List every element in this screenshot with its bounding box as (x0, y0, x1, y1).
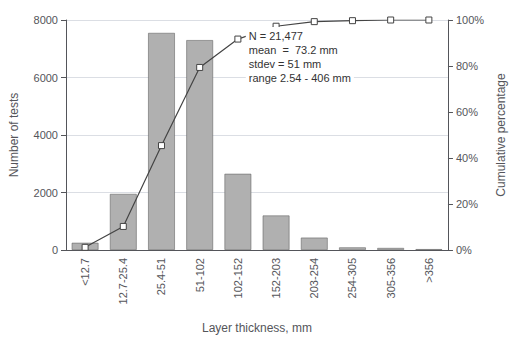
svg-text:N = 21,477: N = 21,477 (249, 30, 303, 42)
svg-text:Number of tests: Number of tests (7, 93, 21, 178)
svg-text:152-203: 152-203 (270, 258, 282, 298)
svg-text:Cumulative percentage: Cumulative percentage (494, 73, 508, 197)
svg-text:2000: 2000 (34, 187, 58, 199)
svg-text:51-102: 51-102 (194, 258, 206, 292)
svg-text:25.4-51: 25.4-51 (155, 258, 167, 295)
svg-text:<12.7: <12.7 (79, 258, 91, 286)
svg-text:100%: 100% (456, 14, 484, 26)
svg-text:4000: 4000 (34, 129, 58, 141)
svg-text:0: 0 (52, 244, 58, 256)
svg-text:12.7-25.4: 12.7-25.4 (117, 258, 129, 304)
svg-text:80%: 80% (456, 60, 478, 72)
svg-text:mean = 73.2 mm: mean = 73.2 mm (249, 44, 338, 56)
svg-text:6000: 6000 (34, 72, 58, 84)
svg-text:40%: 40% (456, 152, 478, 164)
svg-text:305-356: 305-356 (385, 258, 397, 298)
svg-text:254-305: 254-305 (346, 258, 358, 298)
svg-text:102-152: 102-152 (232, 258, 244, 298)
svg-text:range 2.54 - 406 mm: range 2.54 - 406 mm (249, 72, 351, 84)
svg-text:stdev = 51 mm: stdev = 51 mm (249, 58, 321, 70)
svg-text:0%: 0% (456, 244, 472, 256)
svg-text:20%: 20% (456, 198, 478, 210)
svg-text:203-254: 203-254 (308, 258, 320, 298)
svg-text:60%: 60% (456, 106, 478, 118)
svg-text:>356: >356 (423, 258, 435, 283)
svg-text:8000: 8000 (34, 14, 58, 26)
svg-text:Layer thickness, mm: Layer thickness, mm (202, 321, 312, 335)
